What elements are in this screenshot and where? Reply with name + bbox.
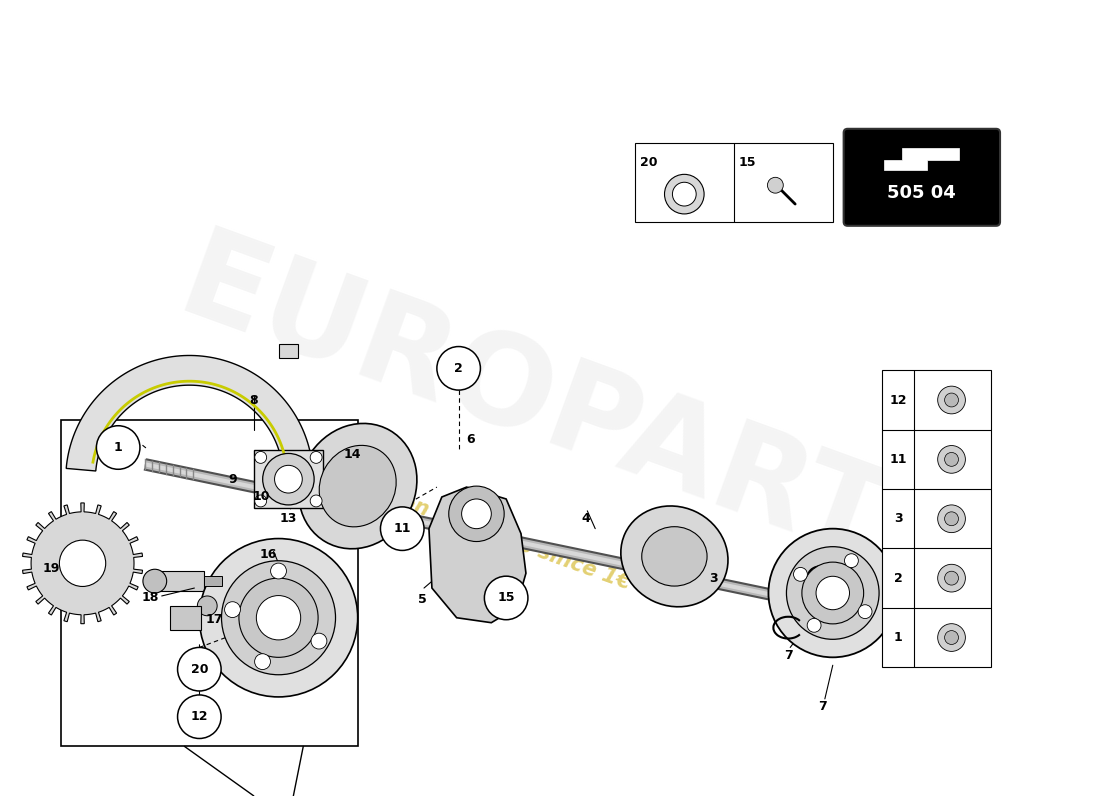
Circle shape: [807, 618, 821, 632]
Text: 8: 8: [250, 394, 258, 406]
Text: 12: 12: [190, 710, 208, 723]
Text: 19: 19: [42, 562, 59, 574]
Polygon shape: [429, 487, 526, 622]
Circle shape: [769, 529, 898, 658]
Circle shape: [310, 451, 322, 463]
Ellipse shape: [298, 423, 417, 549]
Circle shape: [816, 576, 849, 610]
Circle shape: [271, 563, 286, 579]
Circle shape: [664, 174, 704, 214]
Text: 5: 5: [418, 594, 427, 606]
Circle shape: [672, 182, 696, 206]
Circle shape: [793, 567, 807, 582]
Text: 20: 20: [190, 662, 208, 676]
Ellipse shape: [319, 446, 396, 527]
Circle shape: [945, 453, 958, 466]
Circle shape: [254, 654, 271, 670]
Circle shape: [143, 570, 167, 593]
Text: 3: 3: [894, 512, 902, 526]
Bar: [635, 142, 833, 222]
Bar: [278, 343, 298, 358]
Bar: [254, 450, 323, 508]
Bar: [155, 571, 205, 591]
Circle shape: [937, 564, 966, 592]
Circle shape: [937, 446, 966, 474]
Circle shape: [858, 605, 872, 618]
Bar: [882, 370, 991, 667]
Circle shape: [484, 576, 528, 620]
Text: a passion for parts since 1€: a passion for parts since 1€: [320, 463, 634, 594]
Circle shape: [786, 546, 879, 639]
Circle shape: [845, 554, 858, 568]
Circle shape: [177, 647, 221, 691]
Circle shape: [59, 540, 106, 586]
Text: 16: 16: [260, 548, 277, 561]
Text: 15: 15: [739, 156, 757, 169]
Text: 12: 12: [889, 394, 906, 406]
Circle shape: [221, 561, 336, 674]
Text: 11: 11: [394, 522, 411, 535]
Text: 17: 17: [206, 614, 223, 626]
Text: 7: 7: [784, 649, 793, 662]
Circle shape: [768, 178, 783, 193]
Text: 9: 9: [229, 473, 238, 486]
Circle shape: [449, 486, 504, 542]
Circle shape: [197, 596, 217, 616]
Circle shape: [802, 562, 864, 624]
Text: 7: 7: [818, 700, 827, 714]
Text: 13: 13: [279, 512, 297, 526]
Bar: [169, 606, 201, 630]
Text: 3: 3: [710, 572, 718, 585]
Circle shape: [256, 595, 300, 640]
Circle shape: [937, 386, 966, 414]
Text: 1: 1: [893, 631, 902, 644]
Circle shape: [224, 602, 241, 618]
Text: EUROPARTS: EUROPARTS: [164, 221, 987, 619]
Polygon shape: [23, 503, 143, 624]
Text: 2: 2: [454, 362, 463, 375]
Bar: [209, 598, 251, 614]
Text: 11: 11: [889, 453, 906, 466]
Circle shape: [381, 507, 424, 550]
Circle shape: [945, 630, 958, 645]
Circle shape: [437, 346, 481, 390]
Circle shape: [199, 538, 358, 697]
Text: 18: 18: [141, 591, 158, 605]
Bar: [205, 576, 222, 586]
Text: 20: 20: [640, 156, 658, 169]
Circle shape: [263, 454, 315, 505]
Circle shape: [97, 426, 140, 470]
Ellipse shape: [641, 526, 707, 586]
Circle shape: [255, 451, 266, 463]
Circle shape: [945, 512, 958, 526]
Text: 14: 14: [344, 448, 362, 461]
Bar: [60, 420, 358, 746]
Circle shape: [275, 466, 302, 493]
Text: 505 04: 505 04: [888, 184, 956, 202]
Circle shape: [177, 695, 221, 738]
Text: 10: 10: [253, 490, 271, 502]
Text: 15: 15: [497, 591, 515, 605]
Circle shape: [937, 505, 966, 533]
Circle shape: [937, 624, 966, 651]
Circle shape: [945, 571, 958, 585]
Text: 4: 4: [581, 512, 590, 526]
Ellipse shape: [620, 506, 728, 606]
Polygon shape: [884, 148, 959, 170]
Text: 1: 1: [113, 441, 122, 454]
Circle shape: [255, 495, 266, 507]
Text: 6: 6: [466, 433, 475, 446]
Text: 2: 2: [893, 572, 902, 585]
Circle shape: [310, 495, 322, 507]
FancyBboxPatch shape: [844, 129, 1000, 226]
Circle shape: [462, 499, 492, 529]
Circle shape: [311, 633, 327, 649]
Polygon shape: [66, 355, 312, 471]
Circle shape: [239, 578, 318, 658]
Circle shape: [945, 393, 958, 407]
